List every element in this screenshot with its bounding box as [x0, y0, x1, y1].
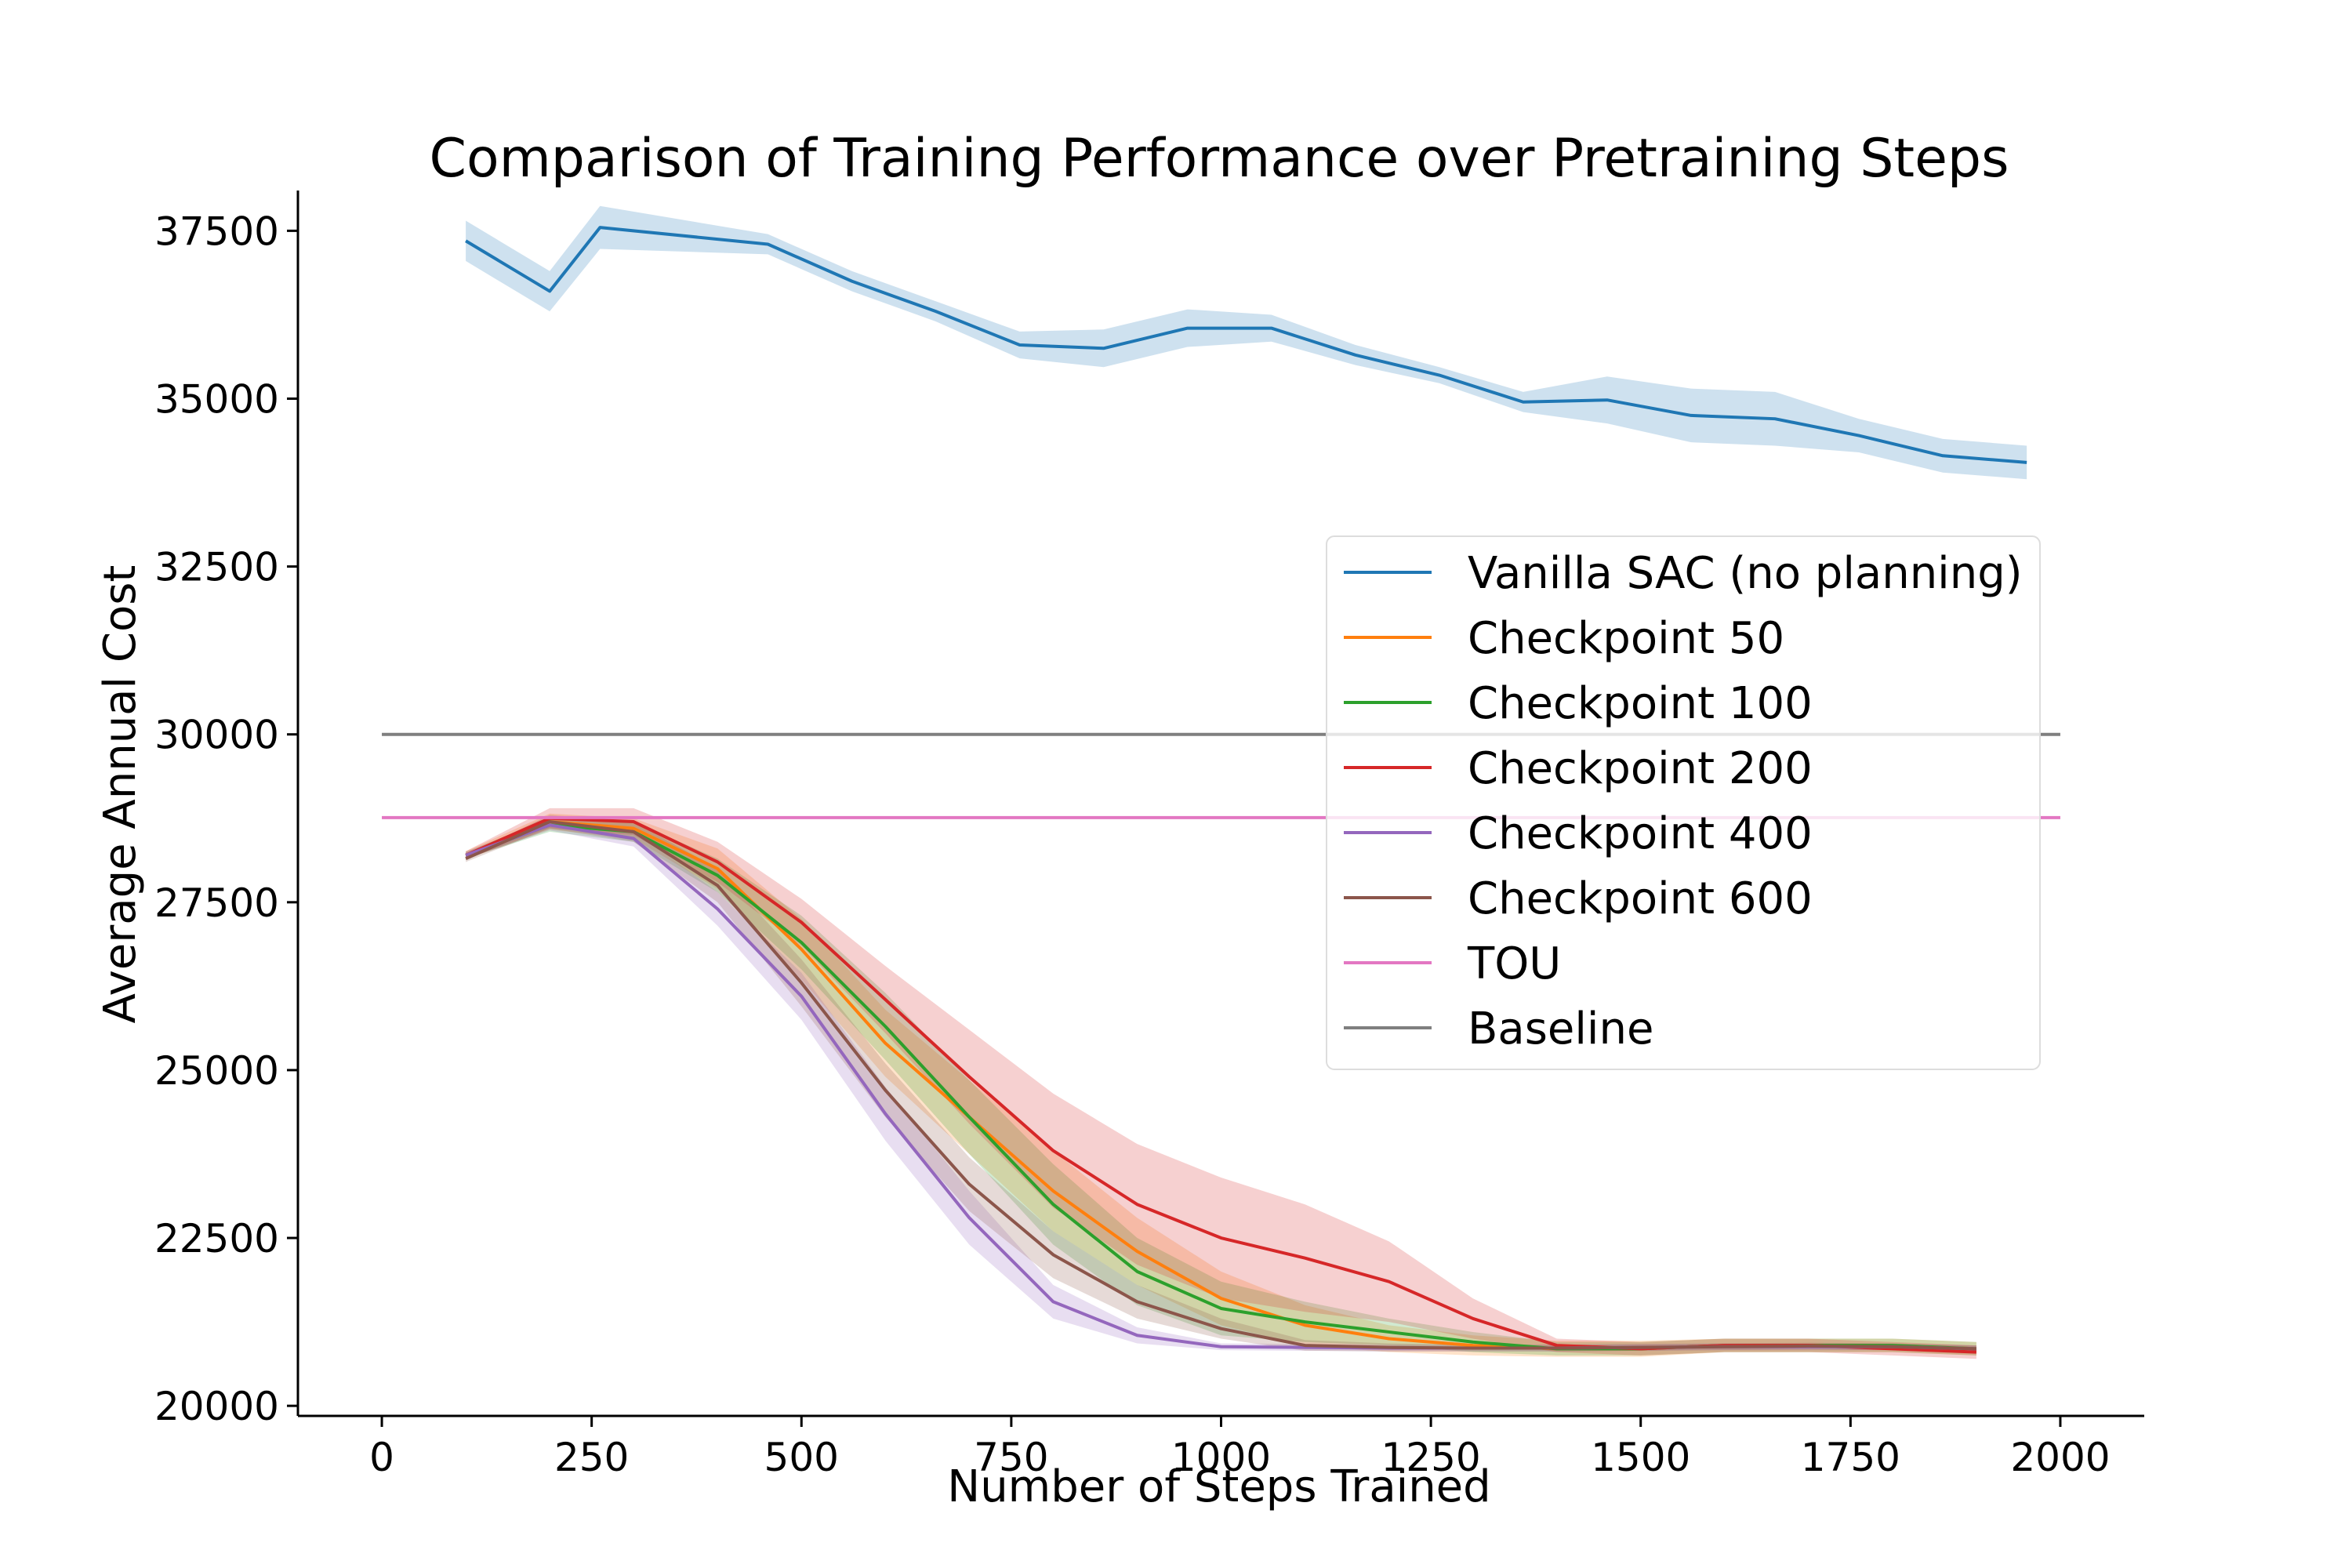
- legend-label-checkpoint-400: Checkpoint 400: [1468, 808, 1813, 859]
- x-axis-title: Number of Steps Trained: [947, 1461, 1490, 1512]
- legend-label-checkpoint-50: Checkpoint 50: [1468, 613, 1784, 664]
- series-line-checkpoint-600: [465, 820, 1976, 1351]
- y-tick-label: 20000: [154, 1384, 279, 1429]
- x-tick-label: 1750: [1801, 1435, 1900, 1480]
- band-checkpoint-200: [466, 808, 1976, 1359]
- legend-box: [1326, 535, 2041, 1070]
- legend-label-checkpoint-600: Checkpoint 600: [1468, 873, 1813, 924]
- y-tick-label: 25000: [154, 1048, 279, 1094]
- x-tick-label: 0: [369, 1435, 394, 1480]
- x-tick-label: 500: [764, 1435, 839, 1480]
- y-tick-label: 30000: [154, 713, 279, 758]
- y-tick-label: 35000: [154, 376, 279, 422]
- y-tick-label: 27500: [154, 880, 279, 926]
- chart-title: Comparison of Training Performance over …: [429, 128, 2009, 190]
- band-vanilla-sac-no-planning: [466, 205, 2027, 480]
- y-tick-label: 32500: [154, 545, 279, 590]
- y-axis-ticks: 20000 22500 25000 27500 30000 32500 35000 37500: [154, 209, 298, 1429]
- y-axis-title: Average Annual Cost: [95, 565, 146, 1024]
- x-tick-label: 750: [974, 1435, 1048, 1480]
- confidence-bands: [466, 205, 2027, 1359]
- legend-label-vanilla-sac-no-planning: Vanilla SAC (no planning): [1468, 548, 2023, 599]
- legend-label-tou: TOU: [1467, 938, 1561, 989]
- x-tick-label: 1000: [1171, 1435, 1271, 1480]
- x-tick-label: 1250: [1381, 1435, 1480, 1480]
- legend-label-checkpoint-100: Checkpoint 100: [1468, 678, 1813, 729]
- y-tick-label: 22500: [154, 1216, 279, 1261]
- legend-label-checkpoint-200: Checkpoint 200: [1468, 743, 1813, 794]
- legend-label-baseline: Baseline: [1468, 1004, 1653, 1054]
- legend: Vanilla SAC (no planning) Checkpoint 50 Ch…: [1326, 535, 2041, 1070]
- x-tick-label: 250: [554, 1435, 629, 1480]
- x-tick-label: 2000: [2010, 1435, 2110, 1480]
- series-line-vanilla-sac-no-planning: [465, 226, 2027, 464]
- y-tick-label: 37500: [154, 209, 279, 254]
- x-axis-ticks: 0 250 500 750 1000 1250 1500 1750 2000: [369, 1416, 2111, 1480]
- x-tick-label: 1500: [1591, 1435, 1690, 1480]
